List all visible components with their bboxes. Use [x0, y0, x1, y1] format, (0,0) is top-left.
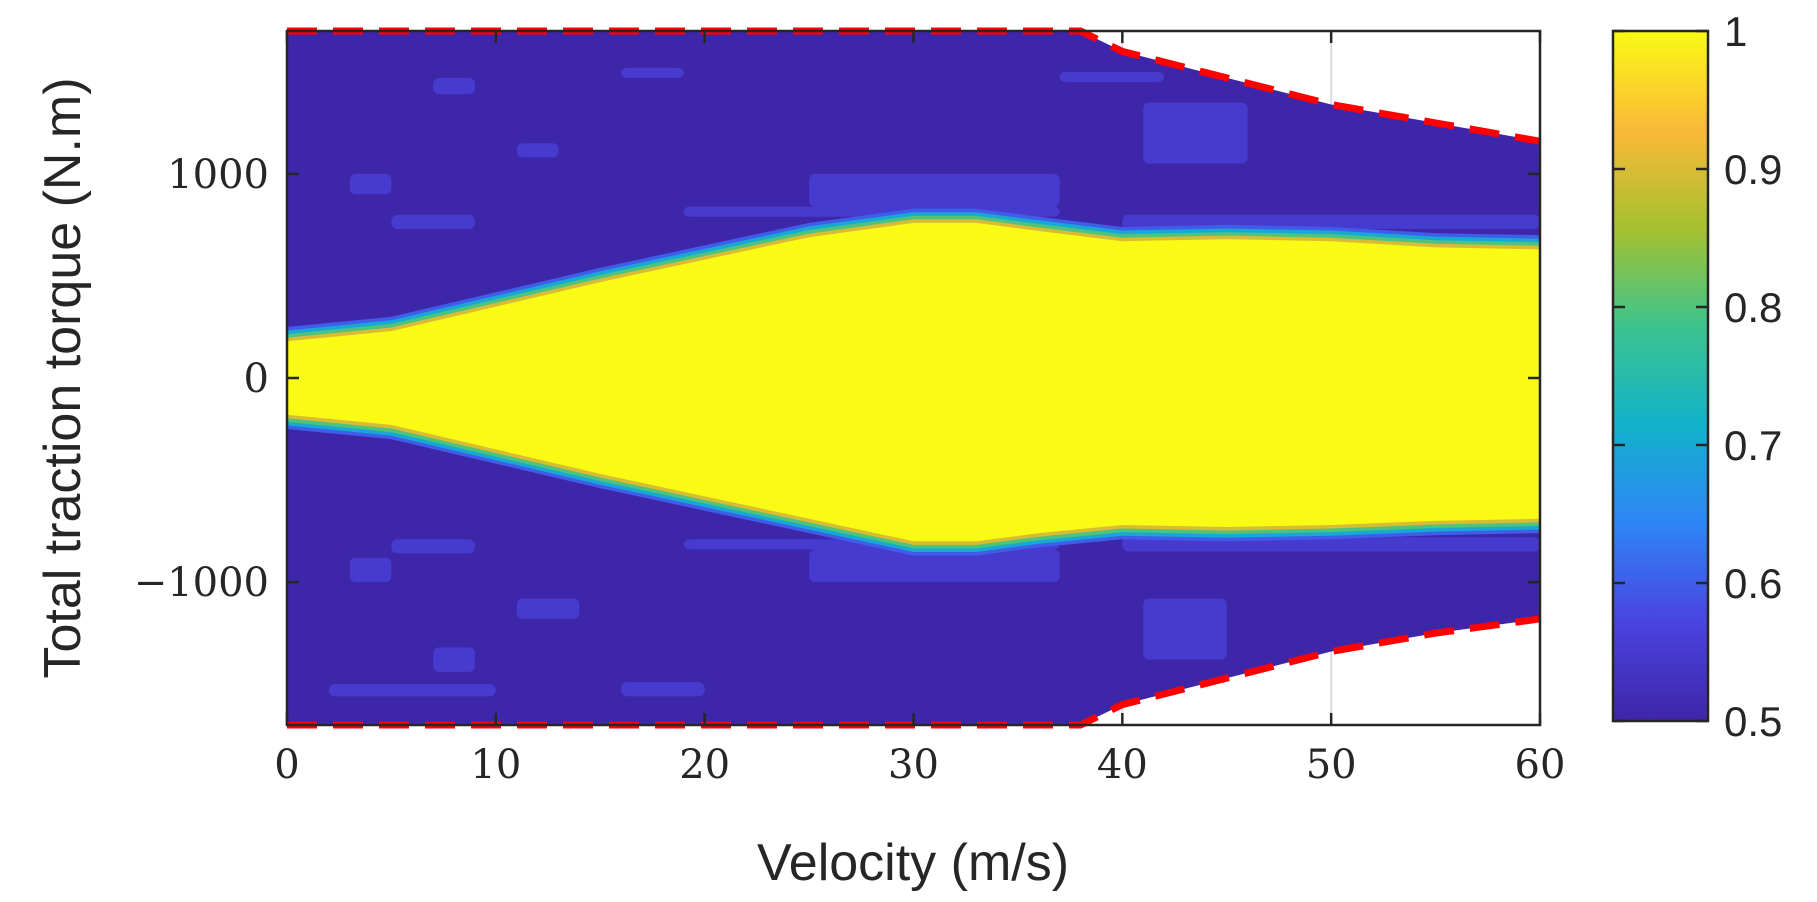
efficiency-patch [621, 682, 705, 697]
efficiency-patch [349, 173, 392, 195]
colorbar-tick-label: 0.5 [1724, 698, 1782, 745]
x-axis-ticks: 0 10 20 30 40 50 60 [274, 31, 1565, 788]
efficiency-patch [433, 647, 475, 672]
efficiency-patch [391, 539, 475, 554]
x-tick-label: 10 [470, 742, 521, 788]
y-axis-ticks: −1000 0 1000 [134, 152, 1540, 606]
efficiency-patch [809, 173, 1060, 207]
efficiency-patch [1143, 598, 1227, 660]
heatmap-fill [287, 31, 1540, 725]
colorbar-ticks: 0.5 0.6 0.7 0.8 0.9 1 [1613, 8, 1782, 745]
efficiency-patch [516, 143, 559, 158]
y-tick-label: 1000 [167, 152, 269, 198]
efficiency-patch [433, 77, 475, 95]
efficiency-patch [809, 549, 1060, 583]
y-tick-label: 0 [244, 356, 269, 402]
colorbar-tick-label: 0.8 [1724, 284, 1782, 331]
efficiency-patch [1059, 71, 1165, 83]
colorbar-gradient [1611, 29, 1710, 723]
y-axis-title: Total traction torque (N.m) [34, 77, 92, 678]
efficiency-patch [621, 67, 684, 78]
efficiency-patch [1143, 102, 1248, 164]
efficiency-patch [516, 598, 580, 619]
colorbar: 0.5 0.6 0.7 0.8 0.9 1 [1611, 8, 1782, 745]
x-tick-label: 40 [1097, 742, 1148, 788]
high-efficiency-region [287, 222, 1540, 542]
x-axis-title: Velocity (m/s) [757, 834, 1069, 892]
x-tick-label: 50 [1306, 742, 1357, 788]
x-tick-label: 0 [274, 742, 299, 788]
colorbar-tick-label: 0.9 [1724, 146, 1782, 193]
efficiency-patch [349, 557, 392, 583]
efficiency-patch [328, 684, 496, 697]
x-tick-label: 60 [1515, 742, 1566, 788]
x-tick-label: 20 [679, 742, 730, 788]
colorbar-tick-label: 1 [1724, 8, 1747, 55]
efficiency-patch [391, 214, 475, 229]
colorbar-tick-label: 0.7 [1724, 422, 1782, 469]
colorbar-tick-label: 0.6 [1724, 560, 1782, 607]
y-tick-label: −1000 [134, 560, 269, 606]
x-tick-label: 30 [888, 742, 939, 788]
plot-area: 0 10 20 30 40 50 60 −1000 0 1000 [134, 27, 1565, 788]
